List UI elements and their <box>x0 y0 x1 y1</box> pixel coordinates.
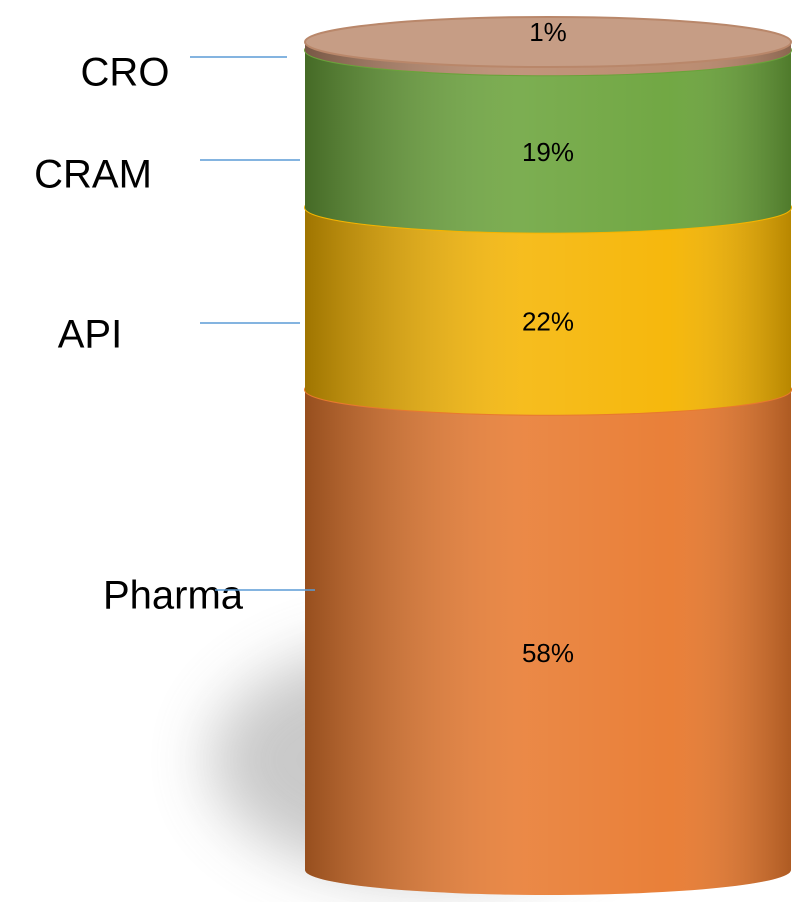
value-label: 1% <box>529 17 567 47</box>
category-label: Pharma <box>103 574 244 618</box>
segment-shading <box>305 207 791 415</box>
segment-shading <box>305 50 791 233</box>
category-label: API <box>58 313 122 357</box>
segment-top <box>304 16 792 68</box>
category-label: CRAM <box>34 153 152 197</box>
value-label: 22% <box>522 307 574 337</box>
value-label: 58% <box>522 638 574 668</box>
segment-shading <box>305 389 791 895</box>
category-label: CRO <box>81 51 170 95</box>
segment-shading <box>305 42 791 76</box>
value-label: 19% <box>522 137 574 167</box>
